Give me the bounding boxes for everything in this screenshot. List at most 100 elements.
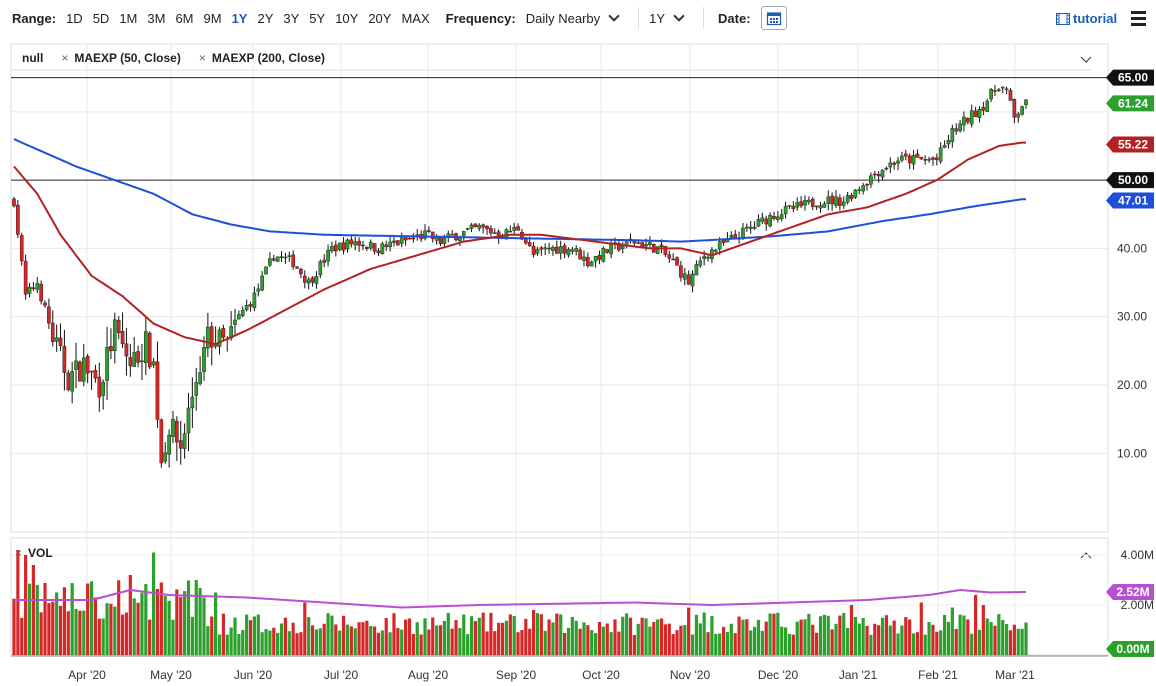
volume-bar — [93, 597, 98, 655]
candle-body — [357, 240, 361, 246]
range-button-2y[interactable]: 2Y — [257, 10, 274, 26]
range-button-5y[interactable]: 5Y — [309, 10, 326, 26]
x-tick-label: Apr '20 — [68, 668, 106, 682]
x-tick-label: Sep '20 — [496, 668, 537, 682]
candle-body — [795, 202, 800, 208]
candle-body — [531, 245, 536, 255]
volume-bar — [345, 624, 350, 655]
candle-body — [981, 107, 986, 111]
volume-bar — [830, 629, 834, 655]
candle-body — [888, 162, 893, 168]
range-button-1y[interactable]: 1Y — [231, 10, 248, 26]
candle-body — [508, 230, 513, 233]
volume-bar — [989, 622, 993, 655]
volume-bar — [520, 630, 524, 655]
volume-bar — [896, 633, 900, 655]
candle-body — [892, 162, 896, 165]
x-tick-label: Jul '20 — [324, 668, 359, 682]
range-button-5d[interactable]: 5D — [92, 10, 110, 26]
candle-body — [814, 205, 819, 208]
volume-bar — [644, 618, 648, 655]
range-button-9m[interactable]: 9M — [203, 10, 222, 26]
volume-bar — [473, 621, 478, 655]
volume-bar — [159, 582, 163, 655]
volume-bar — [578, 628, 582, 655]
range-button-20y[interactable]: 20Y — [368, 10, 392, 26]
volume-average-line — [14, 588, 1026, 609]
range-button-3y[interactable]: 3Y — [283, 10, 300, 26]
volume-bar — [109, 603, 113, 655]
candle-body — [675, 257, 679, 266]
candle-body — [109, 346, 113, 352]
volume-bar — [741, 619, 745, 655]
volume-bar — [787, 633, 792, 655]
range-button-1d[interactable]: 1D — [66, 10, 83, 26]
volume-bar — [966, 619, 970, 655]
volume-bar — [458, 628, 462, 655]
candle-body — [516, 226, 520, 231]
range-button-6m[interactable]: 6M — [175, 10, 194, 26]
candle-body — [240, 310, 245, 316]
hamburger-menu-icon[interactable] — [1131, 11, 1146, 29]
candle-body — [485, 226, 489, 230]
calendar-button[interactable] — [760, 6, 787, 30]
remove-study-icon[interactable]: × — [61, 51, 69, 65]
volume-bar — [82, 610, 86, 655]
range-button-max[interactable]: MAX — [401, 10, 430, 26]
range-button-3m[interactable]: 3M — [147, 10, 166, 26]
candle-body — [248, 304, 253, 307]
volume-bar — [1005, 624, 1009, 655]
period-dropdown[interactable]: 1Y — [649, 10, 693, 26]
expand-panel-icon[interactable] — [1080, 552, 1092, 559]
volume-bar — [155, 589, 160, 655]
candle-body — [682, 273, 687, 280]
remove-volume-icon[interactable]: × — [15, 546, 23, 560]
candle-body — [756, 219, 761, 227]
volume-bar — [516, 632, 520, 655]
volume-bar — [27, 583, 32, 655]
candle-body — [752, 226, 757, 229]
volume-bar — [919, 602, 923, 655]
volume-bar — [729, 623, 733, 655]
tutorial-link[interactable]: tutorial — [1056, 11, 1117, 26]
candle-body — [310, 277, 315, 283]
volume-bar — [338, 630, 342, 655]
candle-body — [450, 234, 454, 236]
volume-bar — [683, 625, 687, 655]
price-badge-line-bg — [1106, 172, 1154, 189]
frequency-dropdown[interactable]: Daily Nearby — [526, 10, 628, 26]
price-badge-ma200: 47.01 — [1118, 194, 1148, 208]
volume-bar — [590, 630, 594, 655]
candle-body — [555, 246, 559, 254]
candle-body — [19, 235, 24, 262]
volume-bar — [861, 618, 865, 655]
volume-bar — [481, 612, 485, 655]
candle-body — [543, 247, 548, 250]
volume-bar — [768, 613, 772, 655]
volume-bar — [62, 587, 67, 655]
candle-body — [609, 243, 613, 255]
candle-body — [1016, 113, 1021, 118]
candle-body — [39, 284, 43, 302]
volume-bar — [419, 634, 423, 655]
candle-body — [636, 242, 641, 244]
candle-body — [279, 256, 284, 258]
volume-bar — [679, 625, 683, 655]
volume-bar — [70, 583, 74, 655]
volume-bar — [752, 626, 757, 655]
volume-bar — [326, 613, 330, 655]
collapse-panel-icon[interactable] — [1080, 56, 1092, 63]
volume-bar — [388, 632, 392, 655]
candle-body — [206, 326, 210, 349]
price-badge-line: 50.00 — [1118, 173, 1148, 187]
candle-body — [337, 242, 342, 250]
remove-study-icon[interactable]: × — [198, 51, 206, 65]
candle-body — [772, 216, 776, 219]
candle-body — [900, 155, 904, 161]
volume-bar — [570, 616, 574, 655]
range-button-10y[interactable]: 10Y — [335, 10, 359, 26]
volume-bar — [171, 619, 175, 655]
volume-bar — [124, 612, 129, 655]
volume-bar — [16, 550, 20, 655]
range-button-1m[interactable]: 1M — [119, 10, 138, 26]
